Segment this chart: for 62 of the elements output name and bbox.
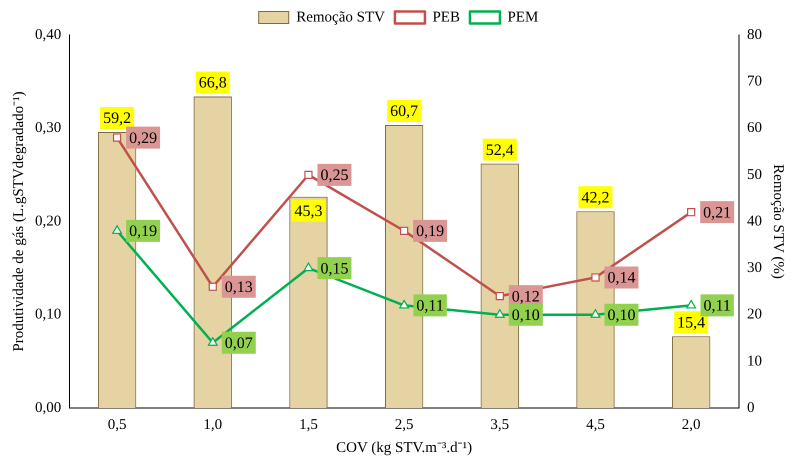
point xyxy=(496,292,504,300)
data-label: 0,13 xyxy=(224,278,253,296)
y-tick-label: 0,20 xyxy=(35,213,62,230)
point xyxy=(591,273,600,282)
data-label: 59,2 xyxy=(103,110,132,128)
data-label: 0,10 xyxy=(512,306,540,324)
point xyxy=(208,282,217,291)
x-tick-label: 1,0 xyxy=(203,416,222,433)
y2-axis-title: Remoção STV (%) xyxy=(770,164,786,279)
data-label: 0,19 xyxy=(129,223,158,240)
y2-tick-label: 60 xyxy=(747,120,762,136)
point xyxy=(112,133,122,142)
data-label: 42,2 xyxy=(581,189,610,206)
y2-tick-label: 10 xyxy=(747,353,762,370)
x-tick-label: 3,5 xyxy=(490,416,510,433)
y-axis-title: Produtividade de gás (L.gSTVdegradado⁻¹) xyxy=(10,91,27,352)
point xyxy=(112,225,122,234)
data-label: 45,3 xyxy=(294,202,322,220)
y2-tick-label: 20 xyxy=(747,306,762,323)
point xyxy=(687,208,696,216)
data-label: 0,21 xyxy=(703,204,732,222)
data-label: 66,8 xyxy=(198,74,227,92)
y-tick-label: 0,10 xyxy=(35,306,62,323)
point xyxy=(590,309,600,318)
data-label: 0,25 xyxy=(320,167,348,184)
legend-label: PEB xyxy=(432,9,460,26)
y-tick-label: 0,30 xyxy=(35,120,62,136)
x-tick-label: 0,5 xyxy=(108,416,126,433)
y2-tick-label: 70 xyxy=(747,74,762,90)
data-label: 0,15 xyxy=(320,260,348,278)
point xyxy=(686,300,696,309)
y-tick-label: 0,00 xyxy=(35,400,62,416)
point xyxy=(400,226,408,235)
y2-tick-label: 50 xyxy=(747,166,762,183)
legend-label: PEM xyxy=(507,9,538,26)
point xyxy=(304,262,314,272)
data-label: 60,7 xyxy=(390,103,418,120)
y2-tick-label: 30 xyxy=(747,260,762,276)
y2-tick-label: 40 xyxy=(747,213,762,230)
data-label: 52,4 xyxy=(486,142,514,159)
x-tick-label: 4,5 xyxy=(586,416,605,433)
y2-tick-label: 80 xyxy=(747,26,762,43)
x-tick-label: 2,0 xyxy=(682,416,701,433)
data-label: 0,12 xyxy=(512,288,540,306)
point xyxy=(304,170,313,180)
point xyxy=(208,337,218,346)
x-axis-title: COV (kg STV.m⁻³.d⁻¹) xyxy=(336,440,472,456)
data-label: 0,11 xyxy=(703,298,731,315)
data-label: 0,19 xyxy=(416,223,444,240)
x-tick-label: 1,5 xyxy=(299,416,318,433)
point xyxy=(399,300,410,309)
data-label: 15,4 xyxy=(677,314,706,332)
x-tick-label: 2,5 xyxy=(394,416,414,433)
y2-tick-label: 0 xyxy=(747,400,754,416)
data-label: 0,29 xyxy=(129,130,158,147)
data-label: 0,10 xyxy=(607,306,636,324)
point xyxy=(494,309,505,318)
data-label: 0,07 xyxy=(224,334,253,352)
data-label: 0,14 xyxy=(607,270,636,287)
legend-label: Remoção STV xyxy=(296,9,386,26)
data-label: 0,11 xyxy=(416,298,444,315)
y-tick-label: 0,40 xyxy=(35,26,62,43)
